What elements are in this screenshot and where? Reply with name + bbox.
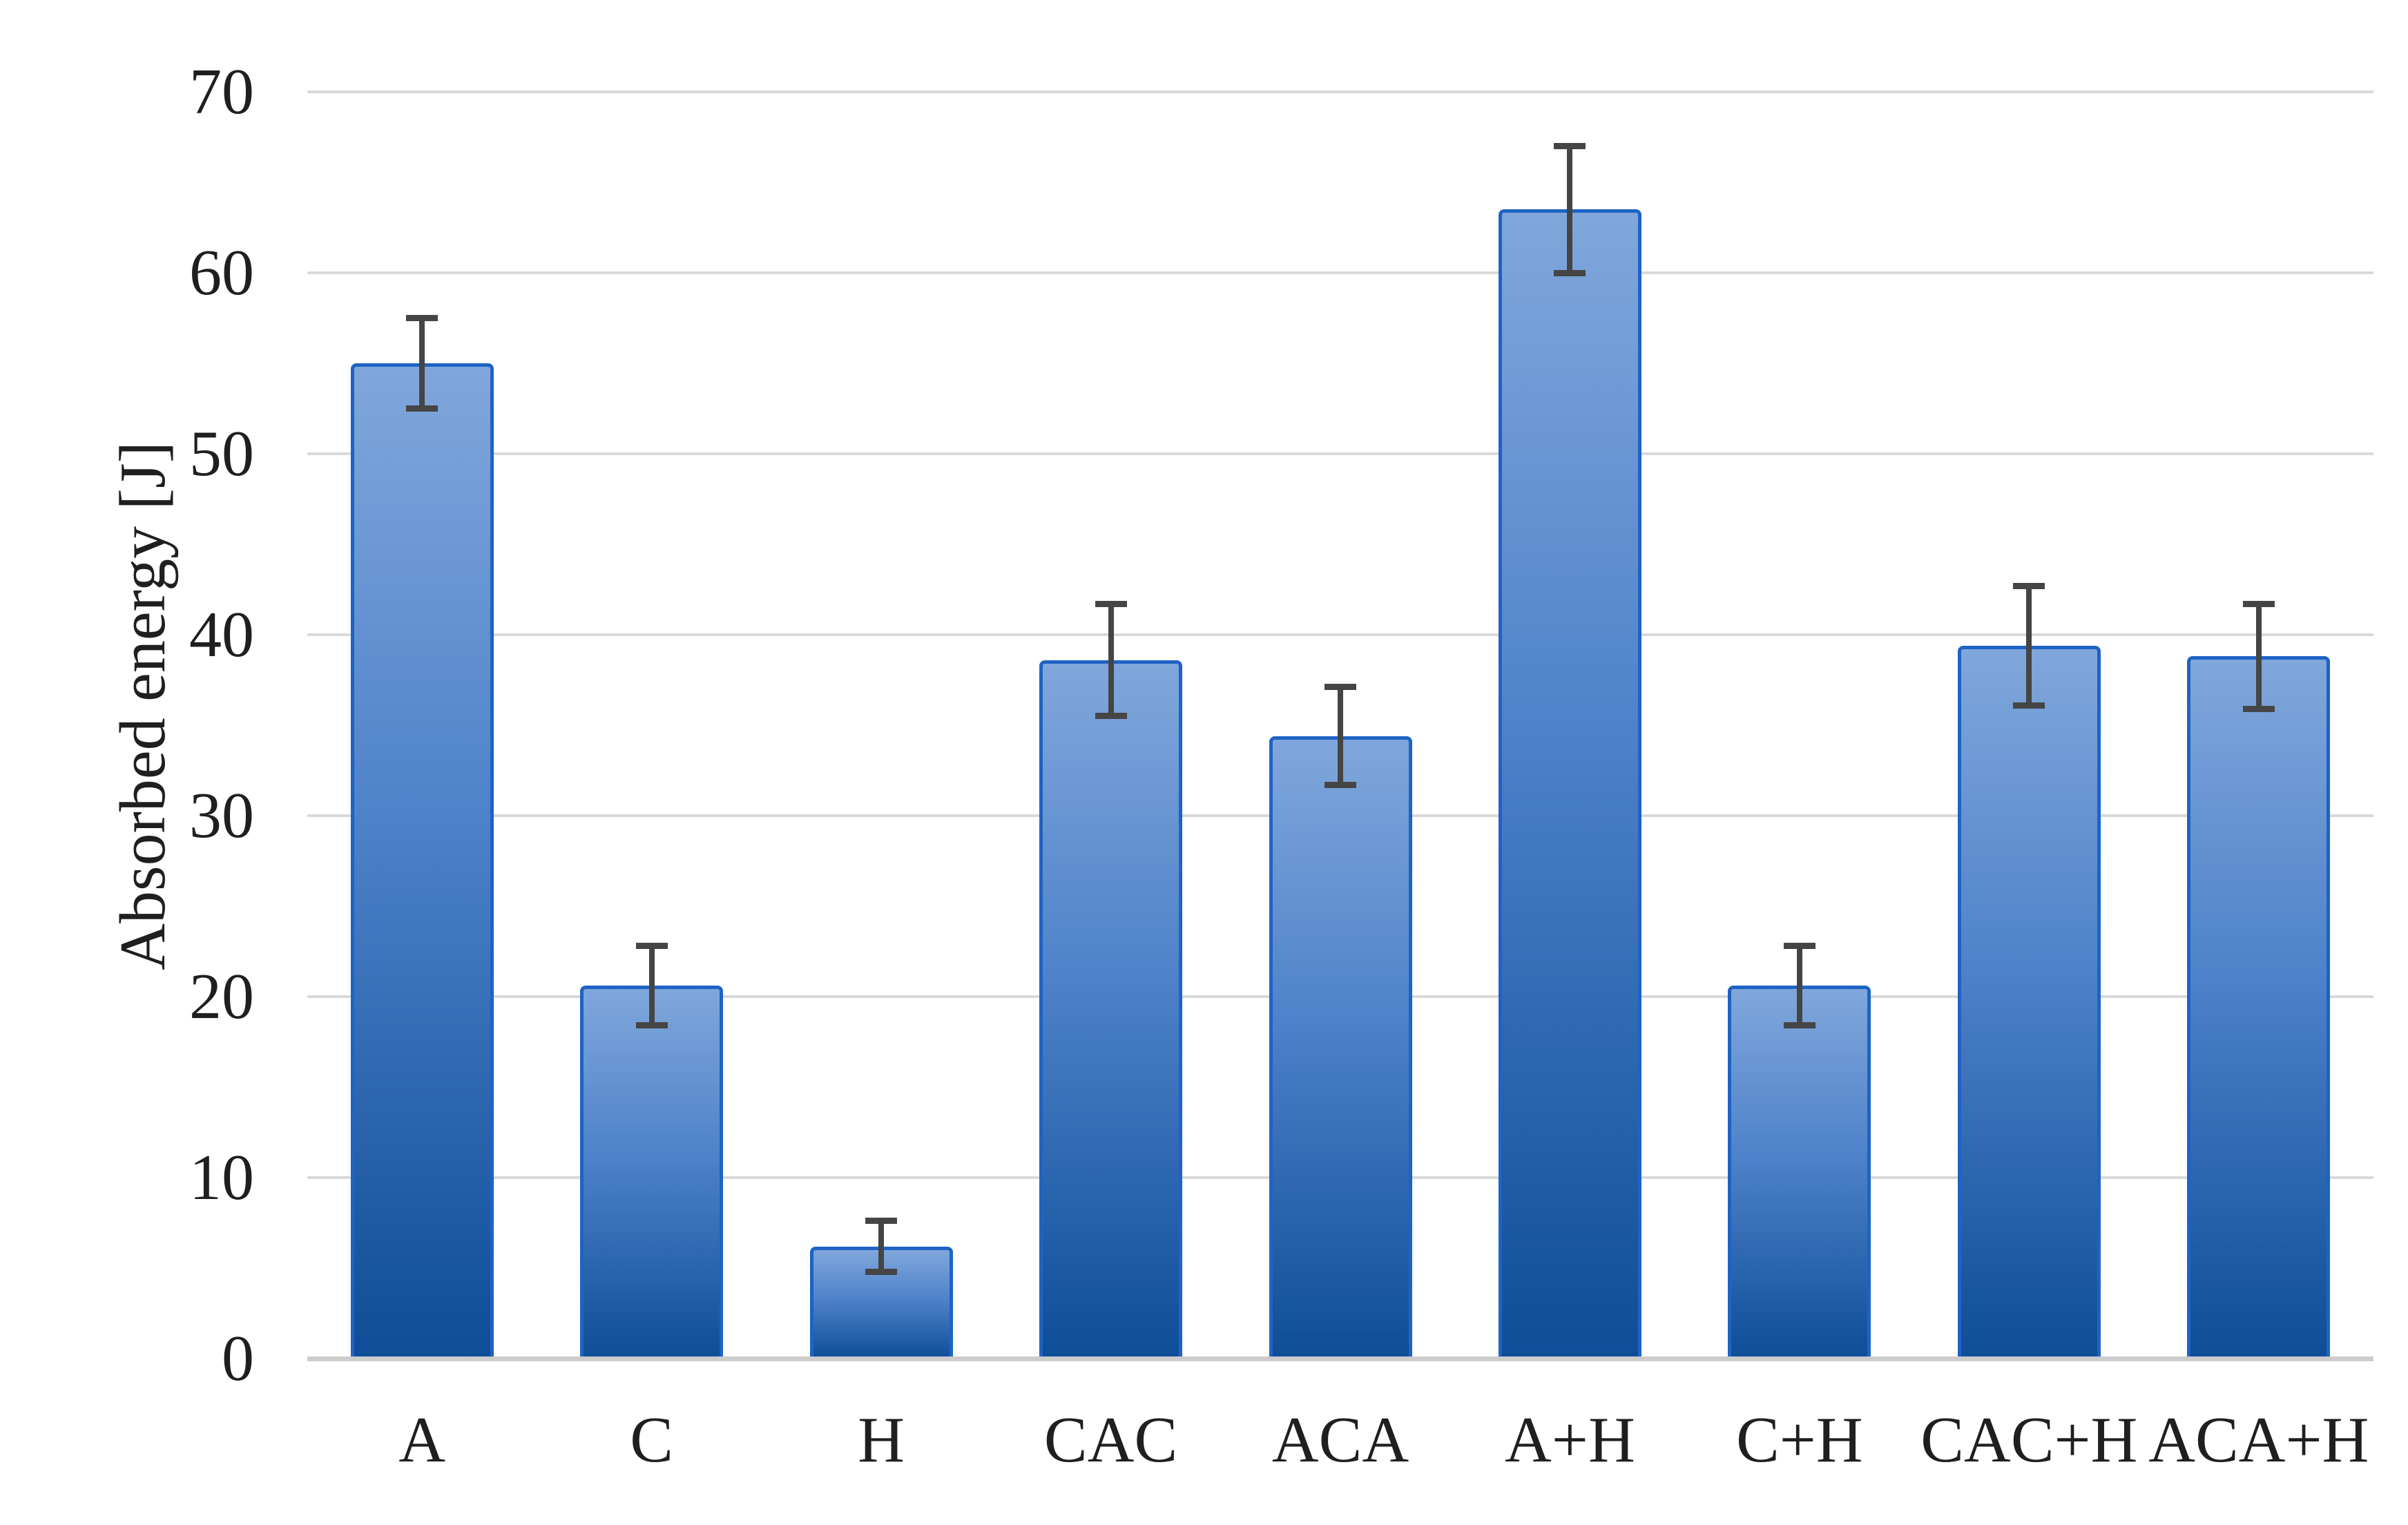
bar-a-plus-h [1498,209,1641,1359]
y-tick-label-60: 60 [189,237,254,309]
y-tick-label-40: 40 [189,599,254,671]
bar-a [350,363,494,1359]
error-bar-top-cap [406,315,439,321]
error-bar-bottom-cap [2242,705,2275,712]
x-axis-label-h: H [858,1404,905,1476]
x-axis-label-aca: ACA [1271,1404,1409,1476]
x-axis-line [307,1356,2373,1361]
bar-cac-plus-h [1957,645,2101,1359]
error-bar-top-cap [1325,684,1356,691]
x-axis-label-a-plus-h: A+H [1505,1404,1635,1476]
y-tick-label-0: 0 [222,1323,254,1394]
x-axis-label-cac-plus-h: CAC+H [1920,1404,2138,1476]
y-tick-label-30: 30 [189,780,254,852]
error-bar-line [648,946,655,1026]
gridline-70 [307,90,2373,93]
error-bar-line [1108,604,1114,716]
x-axis-label-c-plus-h: C+H [1736,1404,1863,1476]
error-bar-bottom-cap [1325,781,1356,788]
gridline-50 [307,452,2373,455]
error-bar-top-cap [1095,600,1127,607]
gridline-40 [307,633,2373,636]
error-bar-bottom-cap [1095,713,1127,720]
y-tick-label-10: 10 [189,1142,254,1214]
error-bar-line [1338,687,1343,785]
gridline-60 [307,271,2373,274]
error-bar-top-cap [1554,143,1586,150]
error-bar-line [878,1220,885,1272]
bar-c-plus-h [1728,986,1871,1359]
error-bar-top-cap [865,1218,898,1225]
x-axis-label-cac: CAC [1043,1404,1178,1476]
error-bar-bottom-cap [2013,702,2045,709]
y-tick-label-50: 50 [189,418,254,490]
error-bar-top-cap [1783,943,1815,950]
error-bar-line [1796,946,1802,1026]
y-tick-label-20: 20 [189,961,254,1033]
error-bar-top-cap [2013,582,2045,589]
x-axis-label-c: C [630,1404,673,1476]
bar-aca [1269,736,1412,1359]
x-axis-label-a: A [398,1404,446,1476]
y-tick-label-70: 70 [189,56,254,128]
error-bar-bottom-cap [1783,1022,1815,1029]
error-bar-bottom-cap [865,1268,898,1275]
error-bar-line [2026,586,2032,706]
error-bar-top-cap [635,943,668,950]
error-bar-line [419,318,425,409]
bar-aca-plus-h [2187,656,2331,1359]
bar-c [580,986,724,1359]
error-bar-bottom-cap [1554,269,1586,276]
x-axis-label-aca-plus-h: ACA+H [2148,1404,2369,1476]
error-bar-bottom-cap [406,405,439,412]
error-bar-line [2255,604,2262,709]
error-bar-bottom-cap [635,1022,668,1029]
error-bar-line [1567,146,1573,273]
bar-cac [1039,660,1183,1359]
error-bar-top-cap [2242,600,2275,607]
